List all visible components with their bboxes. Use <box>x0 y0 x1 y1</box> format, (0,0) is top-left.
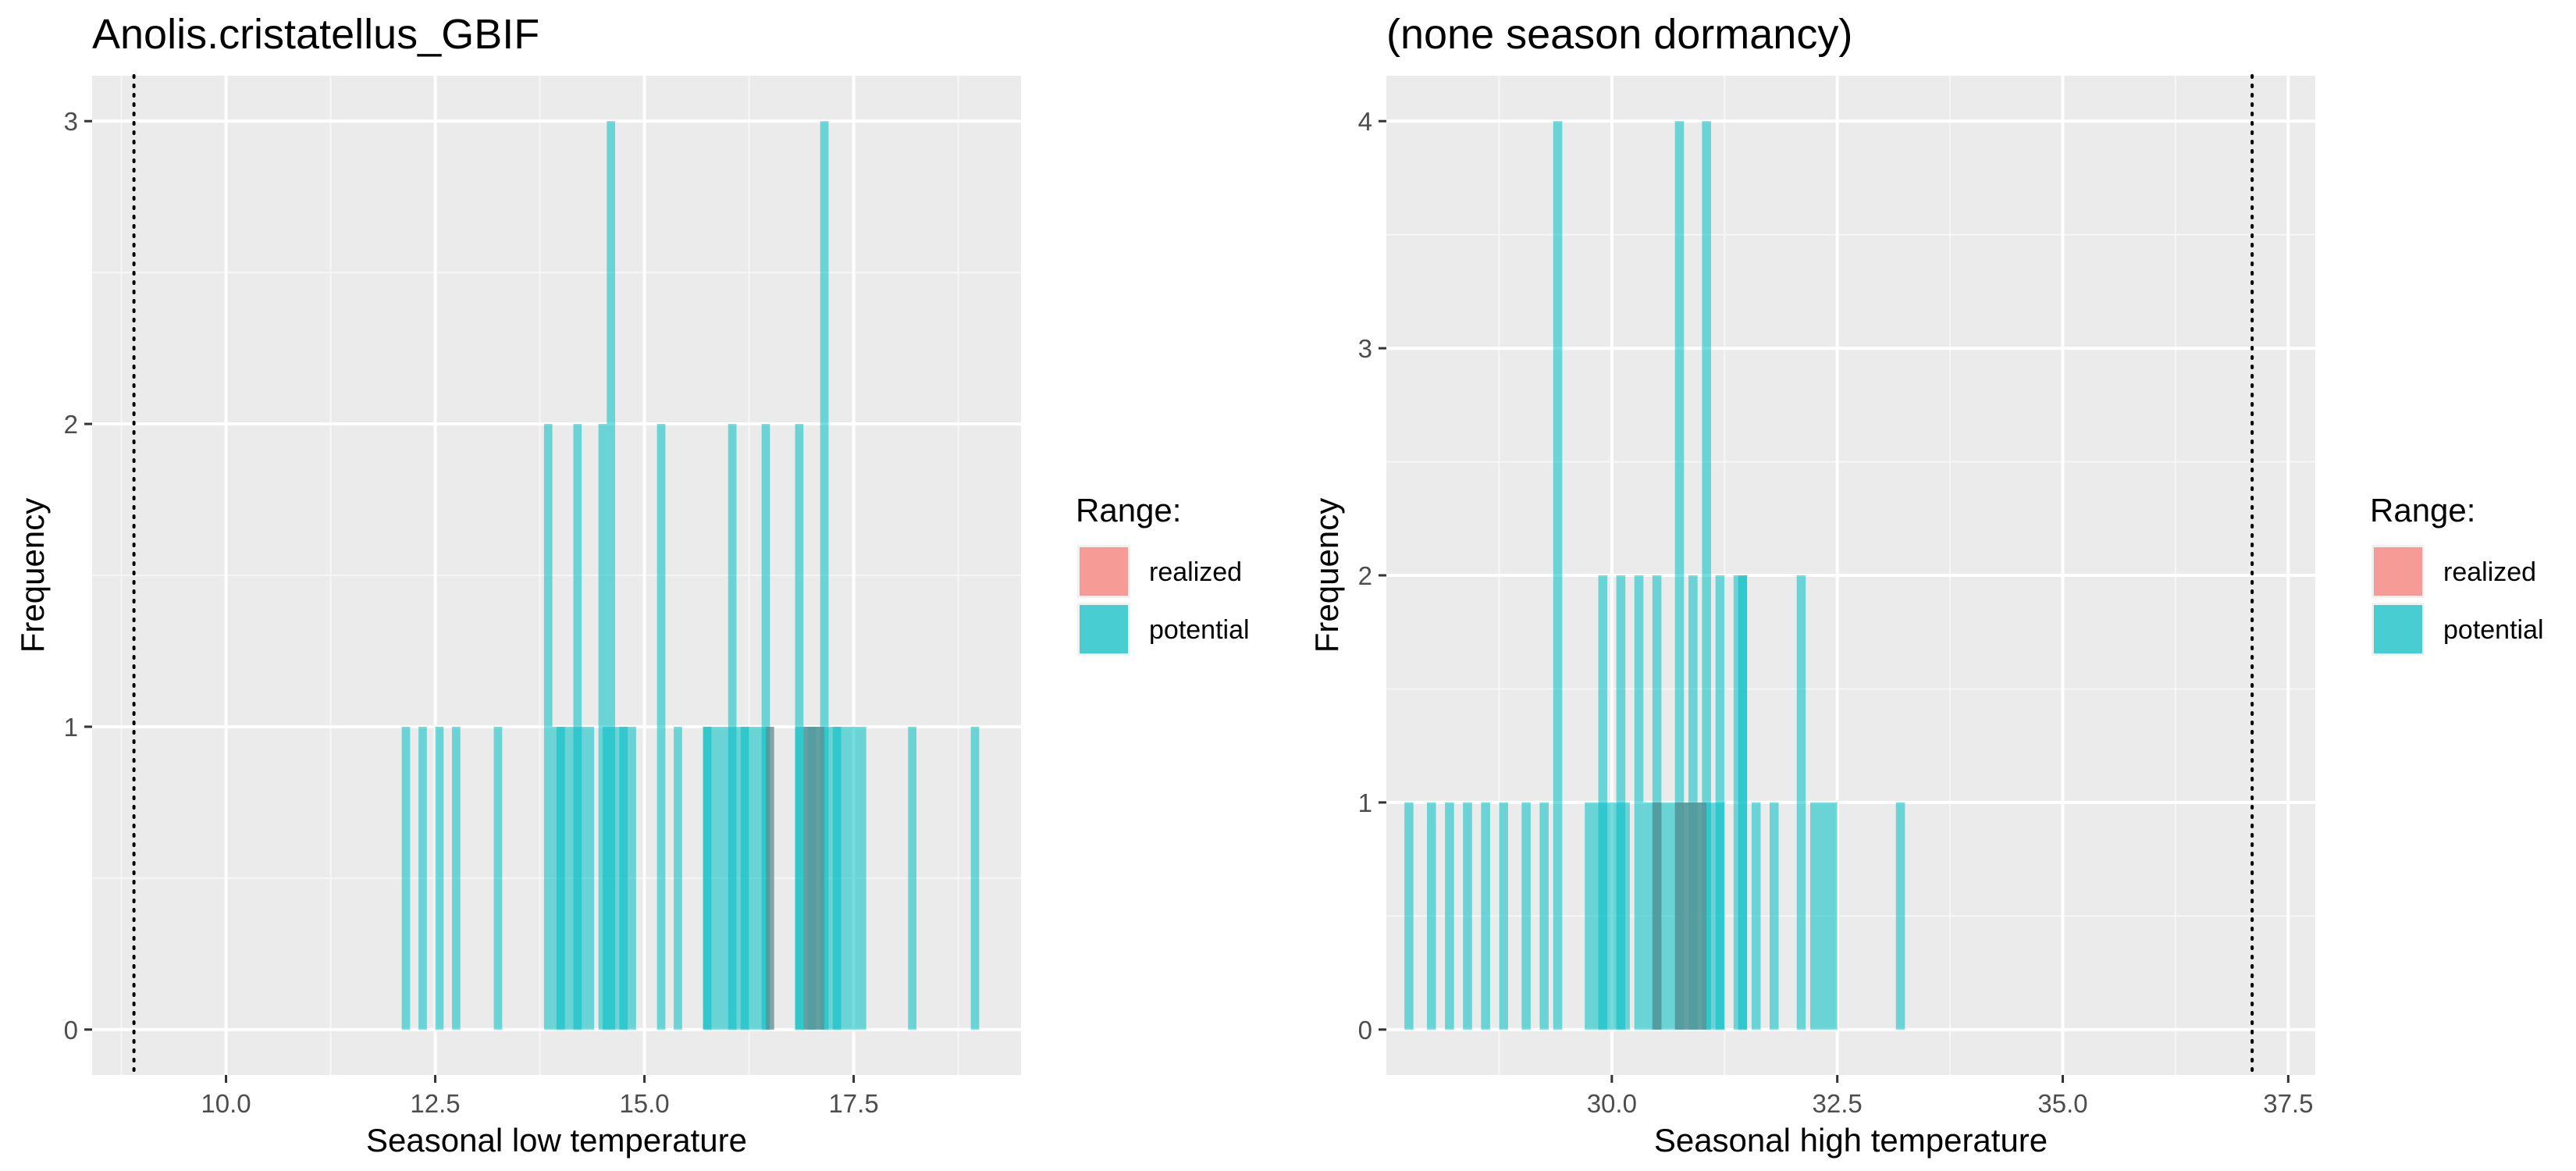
histogram-bar-potential <box>795 424 804 1030</box>
y-tick-label: 1 <box>64 713 78 742</box>
histogram-bar-potential <box>703 726 712 1030</box>
panel-1-legend-title: Range: <box>1076 492 1181 529</box>
panel-1-x-axis-title: Seasonal low temperature <box>366 1122 747 1159</box>
histogram-bar-potential <box>1738 575 1748 1030</box>
histogram-bar-potential <box>557 726 565 1030</box>
histogram-bar-potential <box>656 424 666 1030</box>
panel-1-y-ticks: 0 1 2 3 <box>64 107 92 1045</box>
y-tick-label: 1 <box>1358 788 1372 817</box>
histogram-bar-potential <box>1598 575 1608 1030</box>
histogram-bar-potential <box>451 726 461 1030</box>
panel-2-bars <box>1404 121 1905 1030</box>
y-tick-label: 0 <box>1358 1016 1372 1045</box>
histogram-bar-potential <box>728 424 737 1030</box>
panel-2-x-ticks: 30.0 32.5 35.0 37.5 <box>1587 1075 2313 1118</box>
panel-1-legend-swatch-realized <box>1080 547 1128 596</box>
panel-1-legend-label-realized: realized <box>1149 557 1242 587</box>
panel-1-x-ticks: 10.0 12.5 15.0 17.5 <box>201 1075 879 1118</box>
histogram-bar-potential <box>1445 802 1454 1030</box>
panel-2-gridlines <box>1386 76 2315 1075</box>
histogram-bar-potential <box>970 726 980 1030</box>
panel-1-legend-swatch-potential <box>1080 605 1128 653</box>
panel-2-legend-title: Range: <box>2370 492 2475 529</box>
panel-2-title: (none season dormancy) <box>1386 11 1852 58</box>
x-tick-label: 30.0 <box>1587 1089 1637 1118</box>
histogram-bar-potential <box>1634 575 1644 1030</box>
histogram-bar-potential <box>1796 575 1806 1030</box>
histogram-bar-potential <box>1616 575 1626 1030</box>
histogram-bar-potential <box>418 726 427 1030</box>
panel-1-y-axis-title: Frequency <box>14 498 51 653</box>
y-tick-label: 2 <box>1358 561 1372 590</box>
panel-2-x-axis-title: Seasonal high temperature <box>1654 1122 2048 1159</box>
histogram-bar-potential <box>493 726 503 1030</box>
panel-1-title: Anolis.cristatellus_GBIF <box>92 11 539 58</box>
histogram-bar-overlap <box>766 726 774 1030</box>
histogram-bar-potential <box>1674 121 1685 1030</box>
y-tick-label: 4 <box>1358 107 1372 136</box>
panel-2-legend-swatch-realized <box>2374 547 2422 596</box>
histogram-bar-potential <box>1426 802 1436 1030</box>
panel-2-legend-swatch-potential <box>2374 605 2422 653</box>
histogram-bar-potential <box>1715 575 1725 1030</box>
panel-2-y-axis-title: Frequency <box>1308 498 1345 653</box>
histogram-bar-potential <box>761 424 770 1030</box>
y-tick-label: 0 <box>64 1016 78 1045</box>
panel-high-temperature: (none season dormancy) 0 1 2 3 4 30.0 32.5 35.… <box>1308 11 2544 1159</box>
histogram-bar-potential <box>832 726 841 1030</box>
histogram-bar-potential <box>1895 802 1905 1030</box>
histogram-bar-potential <box>1702 121 1711 1030</box>
x-tick-label: 15.0 <box>619 1089 669 1118</box>
x-tick-label: 37.5 <box>2263 1089 2313 1118</box>
y-tick-label: 2 <box>64 410 78 439</box>
x-tick-label: 32.5 <box>1813 1089 1863 1118</box>
x-tick-label: 35.0 <box>2037 1089 2087 1118</box>
histogram-bar-potential <box>607 121 616 1030</box>
x-tick-label: 17.5 <box>828 1089 878 1118</box>
histogram-bar-potential <box>598 424 607 1030</box>
histogram-bar-potential <box>1404 802 1414 1030</box>
histogram-bar-potential <box>908 726 916 1030</box>
histogram-bar-potential <box>674 726 682 1030</box>
histogram-bar-overlap <box>1674 802 1707 1030</box>
histogram-bar-potential <box>573 424 582 1030</box>
histogram-bar-potential <box>401 726 411 1030</box>
panel-1-legend-label-potential: potential <box>1149 615 1250 645</box>
histogram-block-potential <box>1810 802 1838 1030</box>
panel-low-temperature: Anolis.cristatellus_GBIF 0 1 2 3 10.0 12.5 15… <box>14 11 1250 1159</box>
histogram-bar-potential <box>435 726 444 1030</box>
histogram-bar-potential <box>543 424 553 1030</box>
histogram-bar-overlap <box>1652 802 1662 1030</box>
histogram-bar-potential <box>1751 802 1761 1030</box>
histogram-bar-potential <box>820 121 829 1030</box>
panel-2-y-ticks: 0 1 2 3 4 <box>1358 107 1386 1045</box>
histogram-bar-potential <box>1539 802 1549 1030</box>
panel-1-bars <box>401 121 980 1030</box>
histogram-bar-potential <box>1521 802 1531 1030</box>
x-tick-label: 12.5 <box>410 1089 460 1118</box>
histogram-bar-potential <box>740 726 749 1030</box>
panel-2-legend-label-realized: realized <box>2443 557 2536 587</box>
histogram-bar-overlap <box>803 726 825 1030</box>
panel-2-legend: Range: realized potential <box>2370 492 2544 656</box>
histogram-bar-potential <box>1499 802 1508 1030</box>
histogram-bar-potential <box>585 726 595 1030</box>
histogram-bar-potential <box>1770 802 1779 1030</box>
histogram-bar-potential <box>1463 802 1472 1030</box>
histogram-bar-potential <box>1481 802 1490 1030</box>
panel-2-legend-label-potential: potential <box>2443 615 2544 645</box>
histogram-bar-potential <box>619 726 628 1030</box>
y-tick-label: 3 <box>1358 334 1372 363</box>
x-tick-label: 10.0 <box>201 1089 251 1118</box>
y-tick-label: 3 <box>64 107 78 136</box>
histogram-bar-potential <box>1553 121 1563 1030</box>
panel-1-legend: Range: realized potential <box>1076 492 1250 656</box>
